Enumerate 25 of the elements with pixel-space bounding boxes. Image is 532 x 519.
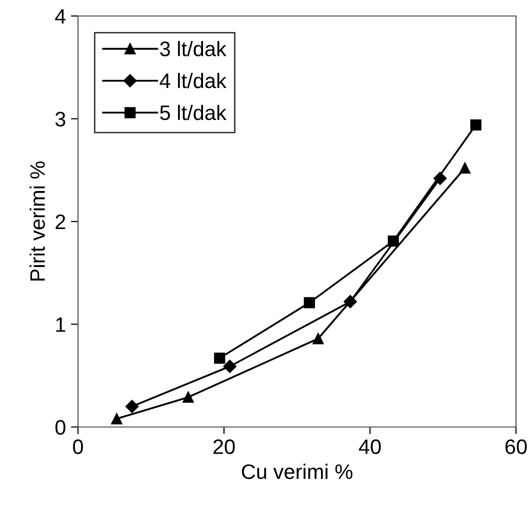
y-tick-label: 1 [56,317,66,332]
point [388,235,399,247]
x-axis-title: Cu verimi % [242,464,352,480]
point [312,333,324,344]
point [182,392,194,403]
y-tick-label: 0 [55,420,66,435]
point [223,360,236,373]
y-axis-title: Pirit verimi % [30,161,45,281]
point [125,400,139,414]
x-tick-label: 40 [358,439,381,454]
point [111,413,122,424]
y-tick-label: 4 [55,9,66,24]
point [214,352,226,364]
x-tick-label: 20 [213,439,235,454]
legend-label: 5 lt/dak [160,104,226,120]
point [470,119,482,130]
legend-label: 3 lt/dak [160,41,226,56]
x-tick-label: 0 [73,439,83,454]
legend-label: 4 lt/dak [160,72,226,88]
point [304,297,315,308]
y-tick-label: 2 [56,214,66,230]
point [459,162,470,174]
point [344,295,357,308]
x-tick-label: 60 [505,439,527,454]
y-tick-label: 3 [55,112,66,127]
